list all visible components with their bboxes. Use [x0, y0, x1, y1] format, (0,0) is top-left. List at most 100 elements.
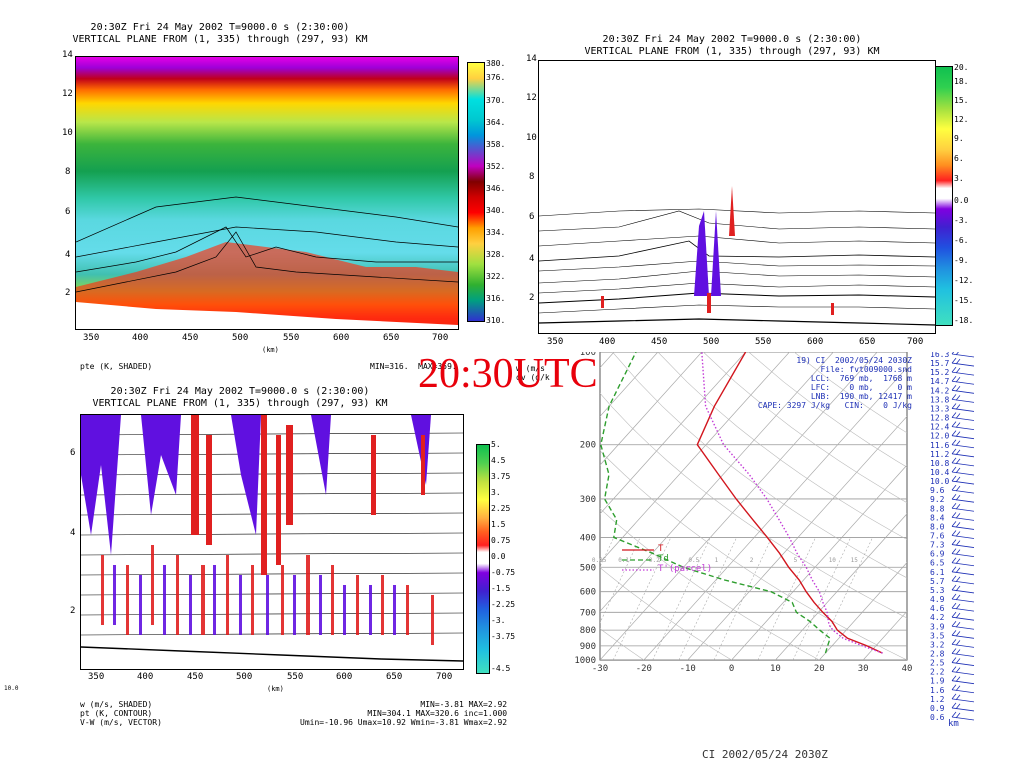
- panel3-xtick: 700: [436, 672, 453, 682]
- panel3-cb-label: -4.5: [491, 664, 511, 673]
- panel1-ytick: 2: [65, 288, 71, 298]
- height-label: 7.3: [930, 541, 945, 550]
- height-label: 14.2: [930, 386, 949, 395]
- height-label: 10.8: [930, 459, 949, 468]
- wind-barb-icon: [951, 639, 975, 648]
- wind-barb-icon: [951, 366, 975, 376]
- height-label: 4.6: [930, 604, 945, 613]
- skewt-plot-area: [600, 352, 907, 660]
- panel1-field: [76, 57, 458, 329]
- height-label: 0.9: [930, 704, 945, 713]
- panel-w-qv: 20:30Z Fri 24 May 2002 T=9000.0 s (2:30:…: [512, 0, 1024, 352]
- panel3-xtick: 450: [187, 672, 204, 682]
- panel3-cb-label: -0.75: [491, 568, 516, 577]
- mixing-ratio-line: [612, 537, 672, 660]
- panel1-plot: [75, 56, 459, 330]
- wind-barb-icon: [951, 457, 975, 467]
- dry-adiabat: [600, 628, 645, 660]
- wind-barb-icon: [951, 675, 975, 685]
- wind-barb-icon: [951, 448, 975, 458]
- wind-barb-icon: [951, 530, 975, 539]
- wind-barb-icon: [951, 693, 975, 703]
- panel1-cb-label: 316.: [486, 294, 506, 303]
- height-label: 15.2: [930, 368, 949, 377]
- legend-parcel: T'(parcel): [658, 564, 713, 574]
- temperature-tick-label: -10: [680, 664, 696, 674]
- height-label: 3.2: [930, 640, 945, 649]
- wind-barb-icon: [951, 711, 975, 721]
- height-label: 12.0: [930, 432, 949, 441]
- pressure-tick-label: 100: [580, 352, 596, 358]
- isotherm: [600, 352, 834, 612]
- mixing-ratio-label: 10: [829, 557, 837, 564]
- panel3-cb-label: -1.5: [491, 584, 511, 593]
- temperature-tick-label: -30: [592, 664, 608, 674]
- parcel-profile: [701, 352, 883, 654]
- wind-barb-icon: [951, 403, 975, 412]
- panel2-cb-label: -18.: [954, 316, 974, 325]
- mixing-ratio-line: [792, 537, 851, 660]
- panel1-xtick: 500: [232, 333, 249, 343]
- panel3-corner: 10.0: [4, 685, 19, 692]
- panel2-cb-label: -3.: [954, 216, 969, 225]
- height-label: 16.3: [930, 352, 949, 359]
- panel1-colorbar: [467, 62, 485, 322]
- height-label: 6.1: [930, 568, 945, 577]
- panel2-ytick: 6: [529, 212, 535, 222]
- panel1-cb-label: 322.: [486, 272, 506, 281]
- panel3-foot-left: w (m/s, SHADED) pt (K, CONTOUR) V-W (m/s…: [80, 700, 162, 727]
- temperature-tick-label: 40: [902, 664, 913, 674]
- panel2-xtick: 550: [755, 337, 772, 347]
- pressure-tick-label: 900: [580, 642, 596, 652]
- skewt-diagram: 10020030040050060070080090010000.050.10.…: [574, 352, 975, 722]
- height-label: 13.3: [930, 404, 949, 413]
- mixing-ratio-line: [757, 537, 816, 660]
- height-label: 3.5: [930, 631, 945, 640]
- mixing-ratio-label: 0.5: [688, 557, 699, 564]
- panel1-title2: VERTICAL PLANE FROM (1, 335) through (29…: [72, 34, 368, 45]
- height-label: 8.4: [930, 513, 945, 522]
- panel3-cb-label: 1.5: [491, 520, 506, 529]
- panel3-ytick: 2: [70, 606, 76, 616]
- panel3-colorbar: [476, 444, 490, 674]
- wind-barb-icon: [951, 621, 975, 630]
- panel3-cb-label: 4.5: [491, 456, 506, 465]
- wind-barb-icon: [951, 421, 975, 430]
- panel-w-pt: 20:30Z Fri 24 May 2002 T=9000.0 s (2:30:…: [0, 380, 516, 768]
- panel2-ytick: 2: [529, 293, 535, 303]
- legend-Td: Td: [658, 554, 669, 564]
- isotherm: [600, 352, 615, 369]
- height-label: 0.6: [930, 713, 945, 722]
- dewpoint-profile: [600, 352, 831, 654]
- wind-barb-icon: [951, 593, 975, 603]
- height-label: 12.8: [930, 414, 949, 423]
- dry-adiabat: [600, 450, 907, 660]
- panel1-ytick: 4: [65, 250, 71, 260]
- isotherm: [600, 352, 659, 417]
- temperature-tick-label: 0: [729, 664, 734, 674]
- wind-barb-icon: [951, 648, 975, 657]
- pressure-tick-label: 600: [580, 588, 596, 598]
- wind-barb-icon: [951, 566, 975, 576]
- height-label: 2.2: [930, 668, 945, 677]
- panel1-ytick: 12: [62, 89, 73, 99]
- wind-barb-icon: [951, 439, 975, 449]
- panel2-ytick: 10: [526, 133, 537, 143]
- wind-barb-icon: [951, 466, 975, 476]
- panel3-ytick: 4: [70, 528, 76, 538]
- isotherm: [643, 367, 907, 660]
- panel1-xunit: (km): [262, 346, 279, 354]
- panel1-xtick: 350: [83, 333, 100, 343]
- panel3-cb-label: 5.: [491, 440, 501, 449]
- pressure-tick-label: 500: [580, 563, 596, 573]
- height-label: 5.3: [930, 586, 945, 595]
- dry-adiabat: [657, 352, 907, 540]
- panel1-ytick: 6: [65, 207, 71, 217]
- height-label: 4.9: [930, 595, 945, 604]
- skewt-panel: 10020030040050060070080090010000.050.10.…: [512, 352, 1024, 768]
- wind-barb-icon: [951, 684, 975, 694]
- mixing-ratio-label: 15: [851, 557, 859, 564]
- height-label: 7.6: [930, 532, 945, 541]
- height-label: 11.2: [930, 450, 949, 459]
- wind-barb-icon: [951, 394, 975, 403]
